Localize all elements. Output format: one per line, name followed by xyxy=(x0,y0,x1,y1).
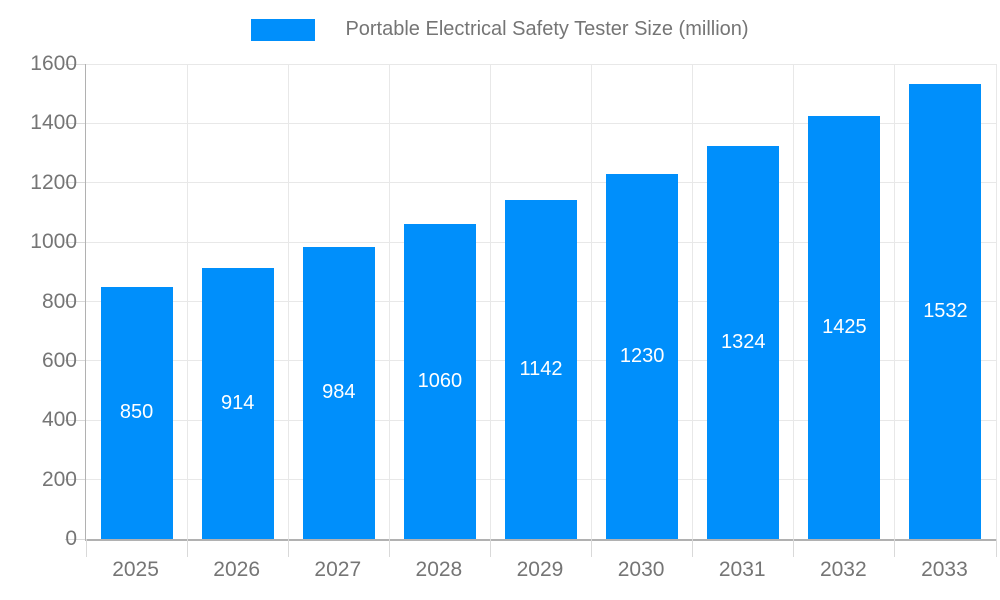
x-axis-tick xyxy=(591,539,593,557)
x-axis-tick xyxy=(388,539,390,557)
bar-value-label: 914 xyxy=(220,391,255,414)
bar-value-label: 1425 xyxy=(822,315,867,338)
bar-value-label: 1060 xyxy=(417,370,463,393)
y-axis-tick xyxy=(65,122,85,124)
bar-value-label: 1142 xyxy=(519,357,563,380)
bar[interactable]: 984 xyxy=(302,246,375,539)
x-axis-tick xyxy=(692,539,694,557)
y-axis-tick xyxy=(65,301,85,302)
y-tick-label: 1000 xyxy=(30,230,77,254)
gridline-horizontal xyxy=(86,122,996,124)
gridline-vertical xyxy=(894,64,896,539)
bar[interactable]: 1142 xyxy=(505,199,577,539)
y-axis-tick xyxy=(65,241,85,243)
x-tick-label: 2029 xyxy=(516,558,564,581)
x-axis-tick xyxy=(287,539,289,557)
y-tick-label: 800 xyxy=(41,289,77,313)
y-axis-tick xyxy=(65,419,85,421)
gridline-vertical xyxy=(692,64,694,539)
y-tick-label: 600 xyxy=(41,348,77,372)
gridline-vertical xyxy=(186,64,188,539)
x-tick-label: 2032 xyxy=(819,558,867,581)
y-axis-tick xyxy=(65,360,85,362)
y-tick-label: 1600 xyxy=(30,52,77,75)
y-axis-tick xyxy=(65,538,85,540)
x-axis-tick xyxy=(793,539,795,557)
bar[interactable]: 1425 xyxy=(808,115,881,539)
y-tick-label: 0 xyxy=(65,527,77,550)
bar-value-label: 1324 xyxy=(720,330,766,353)
bar-value-label: 1230 xyxy=(619,344,665,367)
bar[interactable]: 1324 xyxy=(707,145,780,539)
bar-value-label: 984 xyxy=(322,381,356,404)
y-axis-tick xyxy=(65,182,85,184)
y-tick-label: 200 xyxy=(41,467,77,491)
x-tick-label: 2027 xyxy=(314,558,362,581)
gridline-vertical xyxy=(591,64,593,539)
x-axis-tick xyxy=(894,539,896,557)
gridline-vertical xyxy=(489,64,491,539)
gridline-horizontal xyxy=(86,63,996,65)
bar[interactable]: 1060 xyxy=(403,224,476,539)
bar-value-label: 1532 xyxy=(923,300,968,323)
x-tick-label: 2033 xyxy=(921,558,968,581)
x-axis-tick xyxy=(489,539,491,557)
x-axis-tick xyxy=(995,539,997,557)
x-axis-tick xyxy=(85,539,87,557)
bar[interactable]: 1230 xyxy=(606,173,679,539)
x-tick-label: 2026 xyxy=(213,558,261,581)
legend-swatch xyxy=(251,18,316,41)
bar[interactable]: 914 xyxy=(201,267,274,539)
bar[interactable]: 850 xyxy=(100,286,173,539)
x-tick-label: 2031 xyxy=(718,558,766,581)
x-tick-label: 2028 xyxy=(415,558,463,581)
bar[interactable]: 1532 xyxy=(909,84,982,539)
legend-label: Portable Electrical Safety Tester Size (… xyxy=(345,18,749,40)
plot-area: 850 914 984 1060 1142 1230 1324 1425 1532 xyxy=(65,63,997,557)
legend-item[interactable]: Portable Electrical Safety Tester Size (… xyxy=(0,18,1000,41)
y-axis-tick xyxy=(65,63,85,65)
gridline-horizontal xyxy=(86,182,996,184)
gridline-vertical xyxy=(388,64,390,539)
y-tick-label: 1400 xyxy=(30,111,77,135)
gridline-vertical xyxy=(995,64,997,539)
y-tick-label: 400 xyxy=(41,408,77,432)
x-tick-label: 2030 xyxy=(617,558,665,581)
bar-value-label: 850 xyxy=(119,401,154,424)
x-axis-tick xyxy=(186,539,188,557)
y-axis-tick xyxy=(65,479,85,481)
y-tick-label: 1200 xyxy=(30,170,77,194)
gridline-vertical xyxy=(793,64,795,539)
gridline-vertical xyxy=(287,64,289,539)
x-tick-label: 2025 xyxy=(112,558,159,581)
